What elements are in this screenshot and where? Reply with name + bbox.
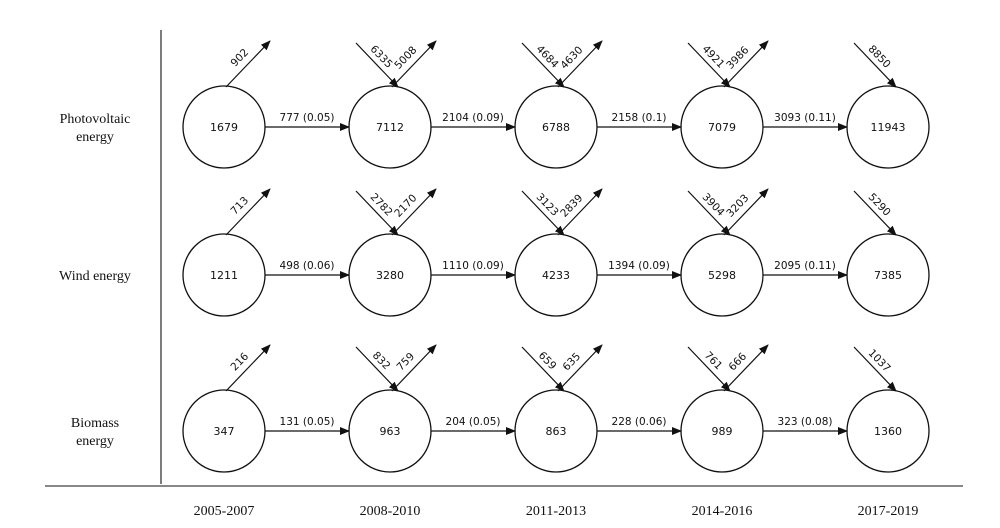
- outflow-arrow: [391, 40, 437, 88]
- inflow-arrow: [521, 190, 565, 236]
- outflow-arrow: [723, 188, 769, 236]
- outflow-arrow: [723, 344, 769, 392]
- outflow-arrow: [557, 40, 603, 88]
- inflow-arrow: [853, 42, 897, 88]
- outflow-label: 713: [229, 195, 252, 218]
- inflow-arrow: [853, 190, 897, 236]
- transition-label: 323 (0.08): [778, 416, 833, 428]
- outflow-label: 3203: [724, 192, 751, 220]
- energy-row: Photovoltaic energy 1679 7112 6788 7079 11943 7…: [60, 40, 930, 169]
- outflow-arrow: [723, 40, 769, 88]
- node-value: 7385: [874, 269, 902, 282]
- period-label: 2008-2010: [360, 504, 421, 519]
- node-value: 1360: [874, 425, 902, 438]
- outflow-arrow: [557, 344, 603, 392]
- row-label: Biomass: [71, 416, 119, 431]
- period-label: 2014-2016: [692, 504, 753, 519]
- outflow-label: 2839: [558, 192, 585, 220]
- node-value: 7079: [708, 121, 736, 134]
- outflow-arrow: [225, 344, 271, 392]
- period-label: 2011-2013: [526, 504, 586, 519]
- row-label: Wind energy: [59, 269, 131, 284]
- row-label: Photovoltaic: [60, 112, 131, 127]
- inflow-label: 4684: [534, 43, 561, 71]
- outflow-arrow: [557, 188, 603, 236]
- transition-label: 2158 (0.1): [612, 112, 667, 124]
- node-value: 1211: [210, 269, 238, 282]
- outflow-label: 2170: [392, 192, 419, 220]
- period-label: 2017-2019: [858, 504, 919, 519]
- node-value: 5298: [708, 269, 736, 282]
- node-value: 989: [712, 425, 733, 438]
- inflow-label: 1037: [866, 347, 893, 375]
- node-value: 4233: [542, 269, 570, 282]
- transition-label: 1110 (0.09): [442, 260, 504, 272]
- node-value: 6788: [542, 121, 570, 134]
- outflow-arrow: [225, 188, 271, 236]
- inflow-label: 4921: [700, 43, 727, 71]
- node-value: 7112: [376, 121, 404, 134]
- inflow-arrow: [355, 42, 399, 88]
- energy-row: Wind energy 1211 3280 4233 5298 7385 498 (0.06…: [59, 188, 930, 317]
- row-label: energy: [76, 434, 114, 449]
- outflow-arrow: [391, 344, 437, 392]
- transition-label: 131 (0.05): [280, 416, 335, 428]
- inflow-arrow: [355, 190, 399, 236]
- transition-label: 777 (0.05): [280, 112, 335, 124]
- energy-row: Biomass energy 347 963 863 989 1360 131 (0.05) 2…: [71, 344, 930, 473]
- transition-label: 228 (0.06): [612, 416, 667, 428]
- outflow-label: 4630: [558, 44, 585, 72]
- inflow-label: 3123: [534, 191, 561, 219]
- outflow-label: 902: [229, 47, 252, 70]
- transition-label: 1394 (0.09): [608, 260, 670, 272]
- node-value: 963: [380, 425, 401, 438]
- outflow-label: 666: [727, 350, 750, 373]
- outflow-label: 3986: [724, 44, 751, 72]
- outflow-label: 5008: [392, 44, 419, 72]
- inflow-arrow: [687, 346, 731, 392]
- inflow-arrow: [687, 42, 731, 88]
- inflow-label: 6335: [368, 43, 395, 71]
- node-value: 347: [214, 425, 235, 438]
- outflow-arrow: [391, 188, 437, 236]
- transition-label: 3093 (0.11): [774, 112, 836, 124]
- outflow-arrow: [225, 40, 271, 88]
- inflow-label: 832: [370, 350, 393, 373]
- inflow-label: 659: [536, 350, 559, 373]
- transition-label: 2104 (0.09): [442, 112, 504, 124]
- inflow-arrow: [355, 346, 399, 392]
- inflow-label: 3904: [700, 191, 727, 219]
- period-label: 2005-2007: [194, 504, 255, 519]
- outflow-label: 635: [561, 351, 584, 374]
- inflow-arrow: [521, 346, 565, 392]
- row-label: energy: [76, 130, 114, 145]
- node-value: 11943: [871, 121, 906, 134]
- transition-label: 2095 (0.11): [774, 260, 836, 272]
- inflow-arrow: [853, 346, 897, 392]
- node-value: 3280: [376, 269, 404, 282]
- outflow-label: 216: [229, 350, 252, 373]
- inflow-label: 2782: [368, 191, 395, 219]
- inflow-label: 761: [702, 350, 725, 373]
- inflow-label: 5290: [866, 191, 893, 219]
- inflow-arrow: [521, 42, 565, 88]
- outflow-label: 759: [395, 351, 418, 374]
- transition-label: 204 (0.05): [446, 416, 501, 428]
- transition-label: 498 (0.06): [280, 260, 335, 272]
- inflow-arrow: [687, 190, 731, 236]
- inflow-label: 8850: [866, 43, 893, 71]
- node-value: 863: [546, 425, 567, 438]
- node-value: 1679: [210, 121, 238, 134]
